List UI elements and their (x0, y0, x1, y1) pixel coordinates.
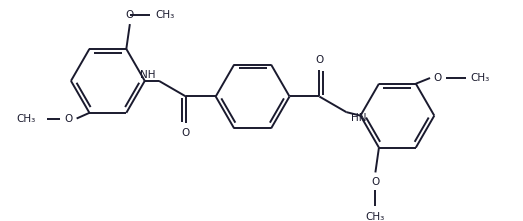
Text: O: O (64, 114, 72, 124)
Text: O: O (433, 73, 441, 83)
Text: O: O (126, 10, 134, 20)
Text: O: O (315, 55, 323, 65)
Text: O: O (371, 177, 380, 187)
Text: CH₃: CH₃ (16, 114, 35, 124)
Text: CH₃: CH₃ (470, 73, 490, 83)
Text: NH: NH (140, 70, 155, 80)
Text: HN: HN (351, 113, 367, 123)
Text: CH₃: CH₃ (156, 10, 175, 20)
Text: O: O (182, 128, 190, 138)
Text: CH₃: CH₃ (366, 212, 385, 221)
